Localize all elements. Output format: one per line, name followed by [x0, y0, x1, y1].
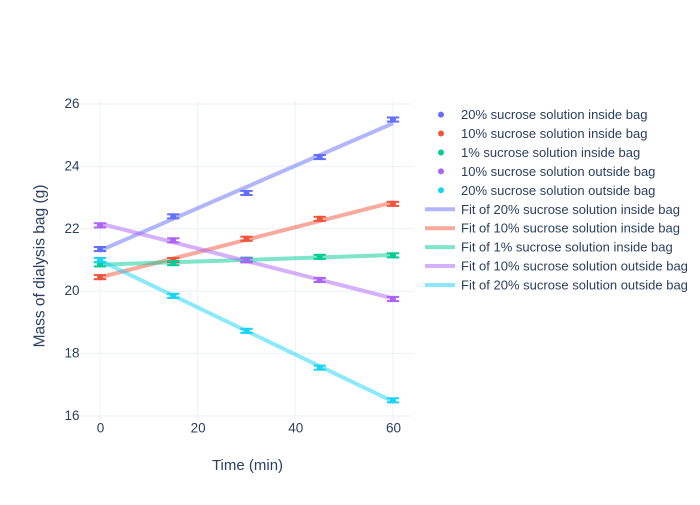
svg-text:Fit of 10% sucrose solution ou: Fit of 10% sucrose solution outside bag: [461, 259, 688, 274]
svg-text:20% sucrose solution inside ba: 20% sucrose solution inside bag: [461, 107, 647, 122]
svg-text:18: 18: [64, 346, 79, 361]
svg-text:Fit of 10% sucrose solution in: Fit of 10% sucrose solution inside bag: [461, 221, 680, 236]
svg-text:60: 60: [386, 421, 401, 436]
svg-text:16: 16: [64, 408, 79, 423]
svg-text:Fit of 20% sucrose solution in: Fit of 20% sucrose solution inside bag: [461, 202, 680, 217]
svg-text:24: 24: [64, 158, 80, 173]
svg-text:Fit of 1% sucrose solution ins: Fit of 1% sucrose solution inside bag: [461, 240, 673, 255]
svg-text:0: 0: [97, 421, 105, 436]
svg-text:10% sucrose solution inside ba: 10% sucrose solution inside bag: [461, 126, 647, 141]
svg-text:40: 40: [288, 421, 303, 436]
svg-text:26: 26: [64, 96, 79, 111]
svg-text:20% sucrose solution outside b: 20% sucrose solution outside bag: [461, 183, 655, 198]
svg-text:Mass of dialysis bag (g): Mass of dialysis bag (g): [32, 185, 49, 348]
svg-text:1% sucrose solution inside bag: 1% sucrose solution inside bag: [461, 145, 640, 160]
svg-text:20: 20: [191, 421, 206, 436]
svg-text:Fit of 20% sucrose solution ou: Fit of 20% sucrose solution outside bag: [461, 278, 688, 293]
svg-text:20: 20: [64, 283, 79, 298]
svg-text:22: 22: [64, 221, 79, 236]
svg-text:10% sucrose solution outside b: 10% sucrose solution outside bag: [461, 164, 655, 179]
svg-text:Time (min): Time (min): [212, 457, 283, 474]
